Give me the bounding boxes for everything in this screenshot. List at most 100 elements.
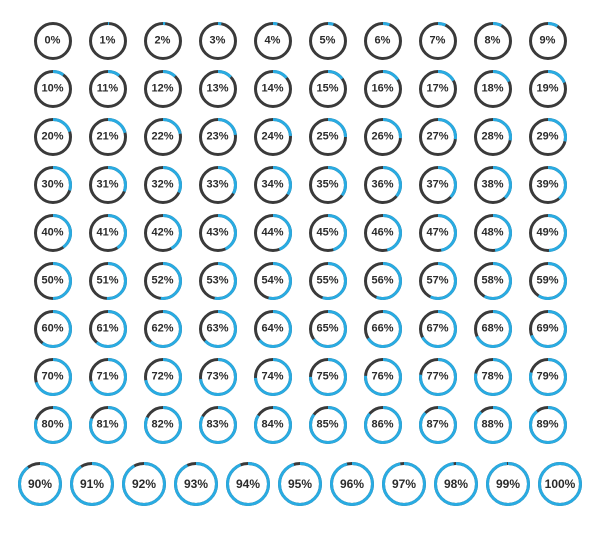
progress-ring: 56% <box>364 262 402 300</box>
progress-ring: 13% <box>199 70 237 108</box>
progress-label: 17% <box>426 84 448 95</box>
progress-ring: 98% <box>434 462 478 506</box>
progress-ring: 4% <box>254 22 292 60</box>
gauge-row: 0%1%2%3%4%5%6%7%8%9% <box>0 22 600 60</box>
progress-ring: 14% <box>254 70 292 108</box>
progress-ring: 0% <box>34 22 72 60</box>
progress-ring: 25% <box>309 118 347 156</box>
progress-ring: 96% <box>330 462 374 506</box>
progress-label: 84% <box>261 420 283 431</box>
gauge-row: 70%71%72%73%74%75%76%77%78%79% <box>0 358 600 396</box>
progress-label: 92% <box>132 478 156 490</box>
progress-ring: 12% <box>144 70 182 108</box>
progress-ring: 33% <box>199 166 237 204</box>
progress-label: 66% <box>371 324 393 335</box>
progress-ring: 97% <box>382 462 426 506</box>
progress-label: 28% <box>481 132 503 143</box>
progress-ring: 94% <box>226 462 270 506</box>
progress-label: 24% <box>261 132 283 143</box>
progress-ring: 53% <box>199 262 237 300</box>
progress-label: 26% <box>371 132 393 143</box>
progress-label: 83% <box>206 420 228 431</box>
progress-label: 51% <box>96 276 118 287</box>
progress-ring: 45% <box>309 214 347 252</box>
progress-label: 98% <box>444 478 468 490</box>
progress-label: 31% <box>96 180 118 191</box>
progress-ring: 83% <box>199 406 237 444</box>
progress-label: 35% <box>316 180 338 191</box>
progress-ring: 95% <box>278 462 322 506</box>
progress-ring: 61% <box>89 310 127 348</box>
progress-label: 33% <box>206 180 228 191</box>
progress-label: 27% <box>426 132 448 143</box>
gauge-row: 40%41%42%43%44%45%46%47%48%49% <box>0 214 600 252</box>
gauge-row: 90%91%92%93%94%95%96%97%98%99%100% <box>0 462 600 506</box>
progress-ring: 72% <box>144 358 182 396</box>
progress-label: 86% <box>371 420 393 431</box>
progress-label: 19% <box>536 84 558 95</box>
progress-ring: 49% <box>529 214 567 252</box>
progress-label: 41% <box>96 228 118 239</box>
progress-ring: 86% <box>364 406 402 444</box>
progress-ring: 48% <box>474 214 512 252</box>
progress-ring: 22% <box>144 118 182 156</box>
progress-label: 59% <box>536 276 558 287</box>
progress-ring: 89% <box>529 406 567 444</box>
progress-ring: 38% <box>474 166 512 204</box>
progress-ring: 69% <box>529 310 567 348</box>
progress-ring: 65% <box>309 310 347 348</box>
progress-ring: 23% <box>199 118 237 156</box>
progress-label: 63% <box>206 324 228 335</box>
progress-ring: 59% <box>529 262 567 300</box>
progress-label: 93% <box>184 478 208 490</box>
progress-label: 13% <box>206 84 228 95</box>
progress-label: 62% <box>151 324 173 335</box>
progress-label: 58% <box>481 276 503 287</box>
progress-ring: 2% <box>144 22 182 60</box>
gauge-row: 50%51%52%53%54%55%56%57%58%59% <box>0 262 600 300</box>
progress-ring: 58% <box>474 262 512 300</box>
progress-ring: 54% <box>254 262 292 300</box>
progress-ring: 60% <box>34 310 72 348</box>
progress-label: 95% <box>288 478 312 490</box>
progress-label: 22% <box>151 132 173 143</box>
gauge-row: 60%61%62%63%64%65%66%67%68%69% <box>0 310 600 348</box>
percentage-gauge-grid: 0%1%2%3%4%5%6%7%8%9%10%11%12%13%14%15%16… <box>0 0 600 544</box>
progress-ring: 77% <box>419 358 457 396</box>
progress-ring: 90% <box>18 462 62 506</box>
progress-label: 71% <box>96 372 118 383</box>
progress-label: 90% <box>28 478 52 490</box>
progress-ring: 46% <box>364 214 402 252</box>
progress-ring: 55% <box>309 262 347 300</box>
progress-label: 77% <box>426 372 448 383</box>
progress-label: 79% <box>536 372 558 383</box>
progress-label: 1% <box>100 36 116 47</box>
progress-label: 10% <box>41 84 63 95</box>
progress-ring: 30% <box>34 166 72 204</box>
progress-label: 94% <box>236 478 260 490</box>
progress-label: 3% <box>210 36 226 47</box>
progress-label: 88% <box>481 420 503 431</box>
progress-ring: 62% <box>144 310 182 348</box>
progress-label: 67% <box>426 324 448 335</box>
progress-ring: 70% <box>34 358 72 396</box>
progress-ring: 43% <box>199 214 237 252</box>
progress-label: 69% <box>536 324 558 335</box>
progress-label: 50% <box>41 276 63 287</box>
progress-label: 64% <box>261 324 283 335</box>
progress-ring: 75% <box>309 358 347 396</box>
progress-ring: 93% <box>174 462 218 506</box>
progress-label: 5% <box>320 36 336 47</box>
progress-ring: 32% <box>144 166 182 204</box>
progress-label: 21% <box>96 132 118 143</box>
progress-ring: 81% <box>89 406 127 444</box>
progress-ring: 11% <box>89 70 127 108</box>
gauge-row: 20%21%22%23%24%25%26%27%28%29% <box>0 118 600 156</box>
progress-label: 25% <box>316 132 338 143</box>
progress-label: 55% <box>316 276 338 287</box>
progress-label: 34% <box>261 180 283 191</box>
progress-label: 81% <box>96 420 118 431</box>
progress-ring: 92% <box>122 462 166 506</box>
progress-label: 96% <box>340 478 364 490</box>
progress-ring: 16% <box>364 70 402 108</box>
